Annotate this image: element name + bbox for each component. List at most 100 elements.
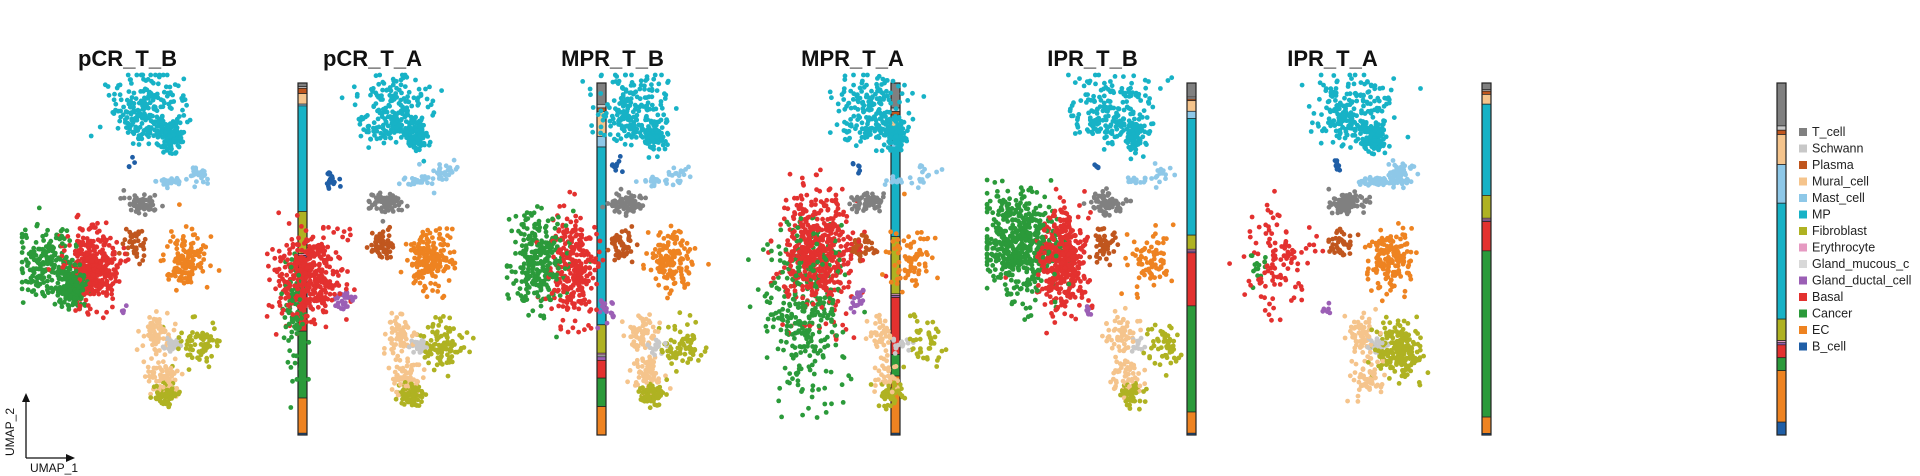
cell-point <box>551 254 556 260</box>
cell-point <box>649 102 655 108</box>
cell-point <box>104 267 110 273</box>
cell-point <box>95 288 100 294</box>
cell-point <box>104 281 109 287</box>
cell-point <box>191 257 196 263</box>
cell-point <box>55 280 61 286</box>
cell-point <box>39 276 45 282</box>
cell-point <box>451 157 457 163</box>
cell-point <box>100 264 105 270</box>
cell-point <box>650 178 656 184</box>
cell-point <box>390 376 396 382</box>
cell-point <box>24 235 29 241</box>
cell-point <box>167 84 173 90</box>
cell-point <box>45 255 51 260</box>
cell-point <box>528 241 534 247</box>
cell-point <box>398 343 404 348</box>
cell-point <box>643 195 648 201</box>
cell-point <box>573 213 579 219</box>
cell-point <box>668 223 674 229</box>
cell-point <box>160 368 165 374</box>
composition-segment <box>596 406 607 436</box>
cell-point <box>384 87 390 93</box>
cell-point <box>626 117 632 123</box>
cell-point <box>327 291 333 297</box>
cell-point <box>273 286 278 292</box>
cell-point <box>146 134 152 140</box>
cell-point <box>134 72 140 78</box>
cell-point <box>560 304 566 309</box>
cell-point <box>629 224 635 229</box>
cell-point <box>326 225 331 230</box>
cell-point <box>161 375 166 381</box>
cell-point <box>535 204 540 209</box>
cell-point <box>303 313 309 319</box>
cell-point <box>651 144 656 149</box>
cell-point <box>94 230 100 235</box>
cell-point <box>23 278 29 284</box>
cell-point <box>373 73 379 79</box>
cell-point <box>94 244 100 250</box>
cell-point <box>142 212 148 218</box>
cell-point <box>121 188 127 193</box>
cell-point <box>175 251 181 256</box>
cell-point <box>46 244 51 250</box>
cell-point <box>829 401 834 407</box>
cell-point <box>290 312 296 317</box>
cell-point <box>610 301 615 306</box>
cell-point <box>467 349 472 355</box>
cell-point <box>403 125 408 131</box>
cell-point <box>520 297 525 302</box>
cell-point <box>536 228 542 233</box>
cell-point <box>682 282 688 288</box>
cell-point <box>146 378 152 384</box>
cell-point <box>409 381 414 387</box>
cell-point <box>661 236 667 241</box>
cell-point <box>288 264 294 270</box>
cell-point <box>621 253 627 259</box>
cell-point <box>423 232 429 238</box>
cell-point <box>408 131 413 137</box>
cell-point <box>616 255 621 261</box>
cell-point <box>418 117 424 123</box>
cell-point <box>387 92 393 98</box>
cell-point <box>396 202 402 208</box>
cell-point <box>87 287 92 292</box>
cell-point <box>358 133 364 139</box>
cell-point <box>174 175 180 181</box>
cell-point <box>210 337 216 343</box>
cell-point <box>620 103 626 109</box>
cell-point <box>270 247 275 252</box>
cell-point <box>509 228 515 234</box>
cell-point <box>161 336 166 341</box>
cell-point <box>338 306 344 311</box>
cell-point <box>134 251 140 256</box>
cell-point <box>35 283 41 289</box>
umap-panels: pCR_T_B pCR_T_A MPR_T_B MPR_T_A IPR_T_B IPR_T… <box>19 46 1787 436</box>
cell-point <box>106 243 112 248</box>
cell-point <box>180 93 186 98</box>
cell-point <box>644 251 649 256</box>
cell-point <box>389 310 395 316</box>
cell-point <box>572 318 578 324</box>
cell-point <box>405 396 410 402</box>
cell-point <box>415 256 421 262</box>
cell-point <box>78 296 84 302</box>
cell-point <box>573 244 578 250</box>
cell-point <box>668 346 674 351</box>
cell-point <box>153 348 159 354</box>
cell-point <box>200 168 206 174</box>
cell-point <box>661 270 666 275</box>
cell-point <box>136 210 142 216</box>
cell-point <box>298 364 304 370</box>
cell-point <box>398 102 404 108</box>
cell-point <box>134 234 139 239</box>
cell-point <box>300 321 305 327</box>
cell-point <box>151 365 157 371</box>
cell-point <box>692 246 698 251</box>
cell-point <box>127 195 132 201</box>
cell-point <box>117 82 123 88</box>
cell-point <box>134 198 139 204</box>
cell-point <box>104 309 109 315</box>
umap-panel-pCR_T_B: pCR_T_B <box>19 46 308 436</box>
cell-point <box>45 227 50 233</box>
